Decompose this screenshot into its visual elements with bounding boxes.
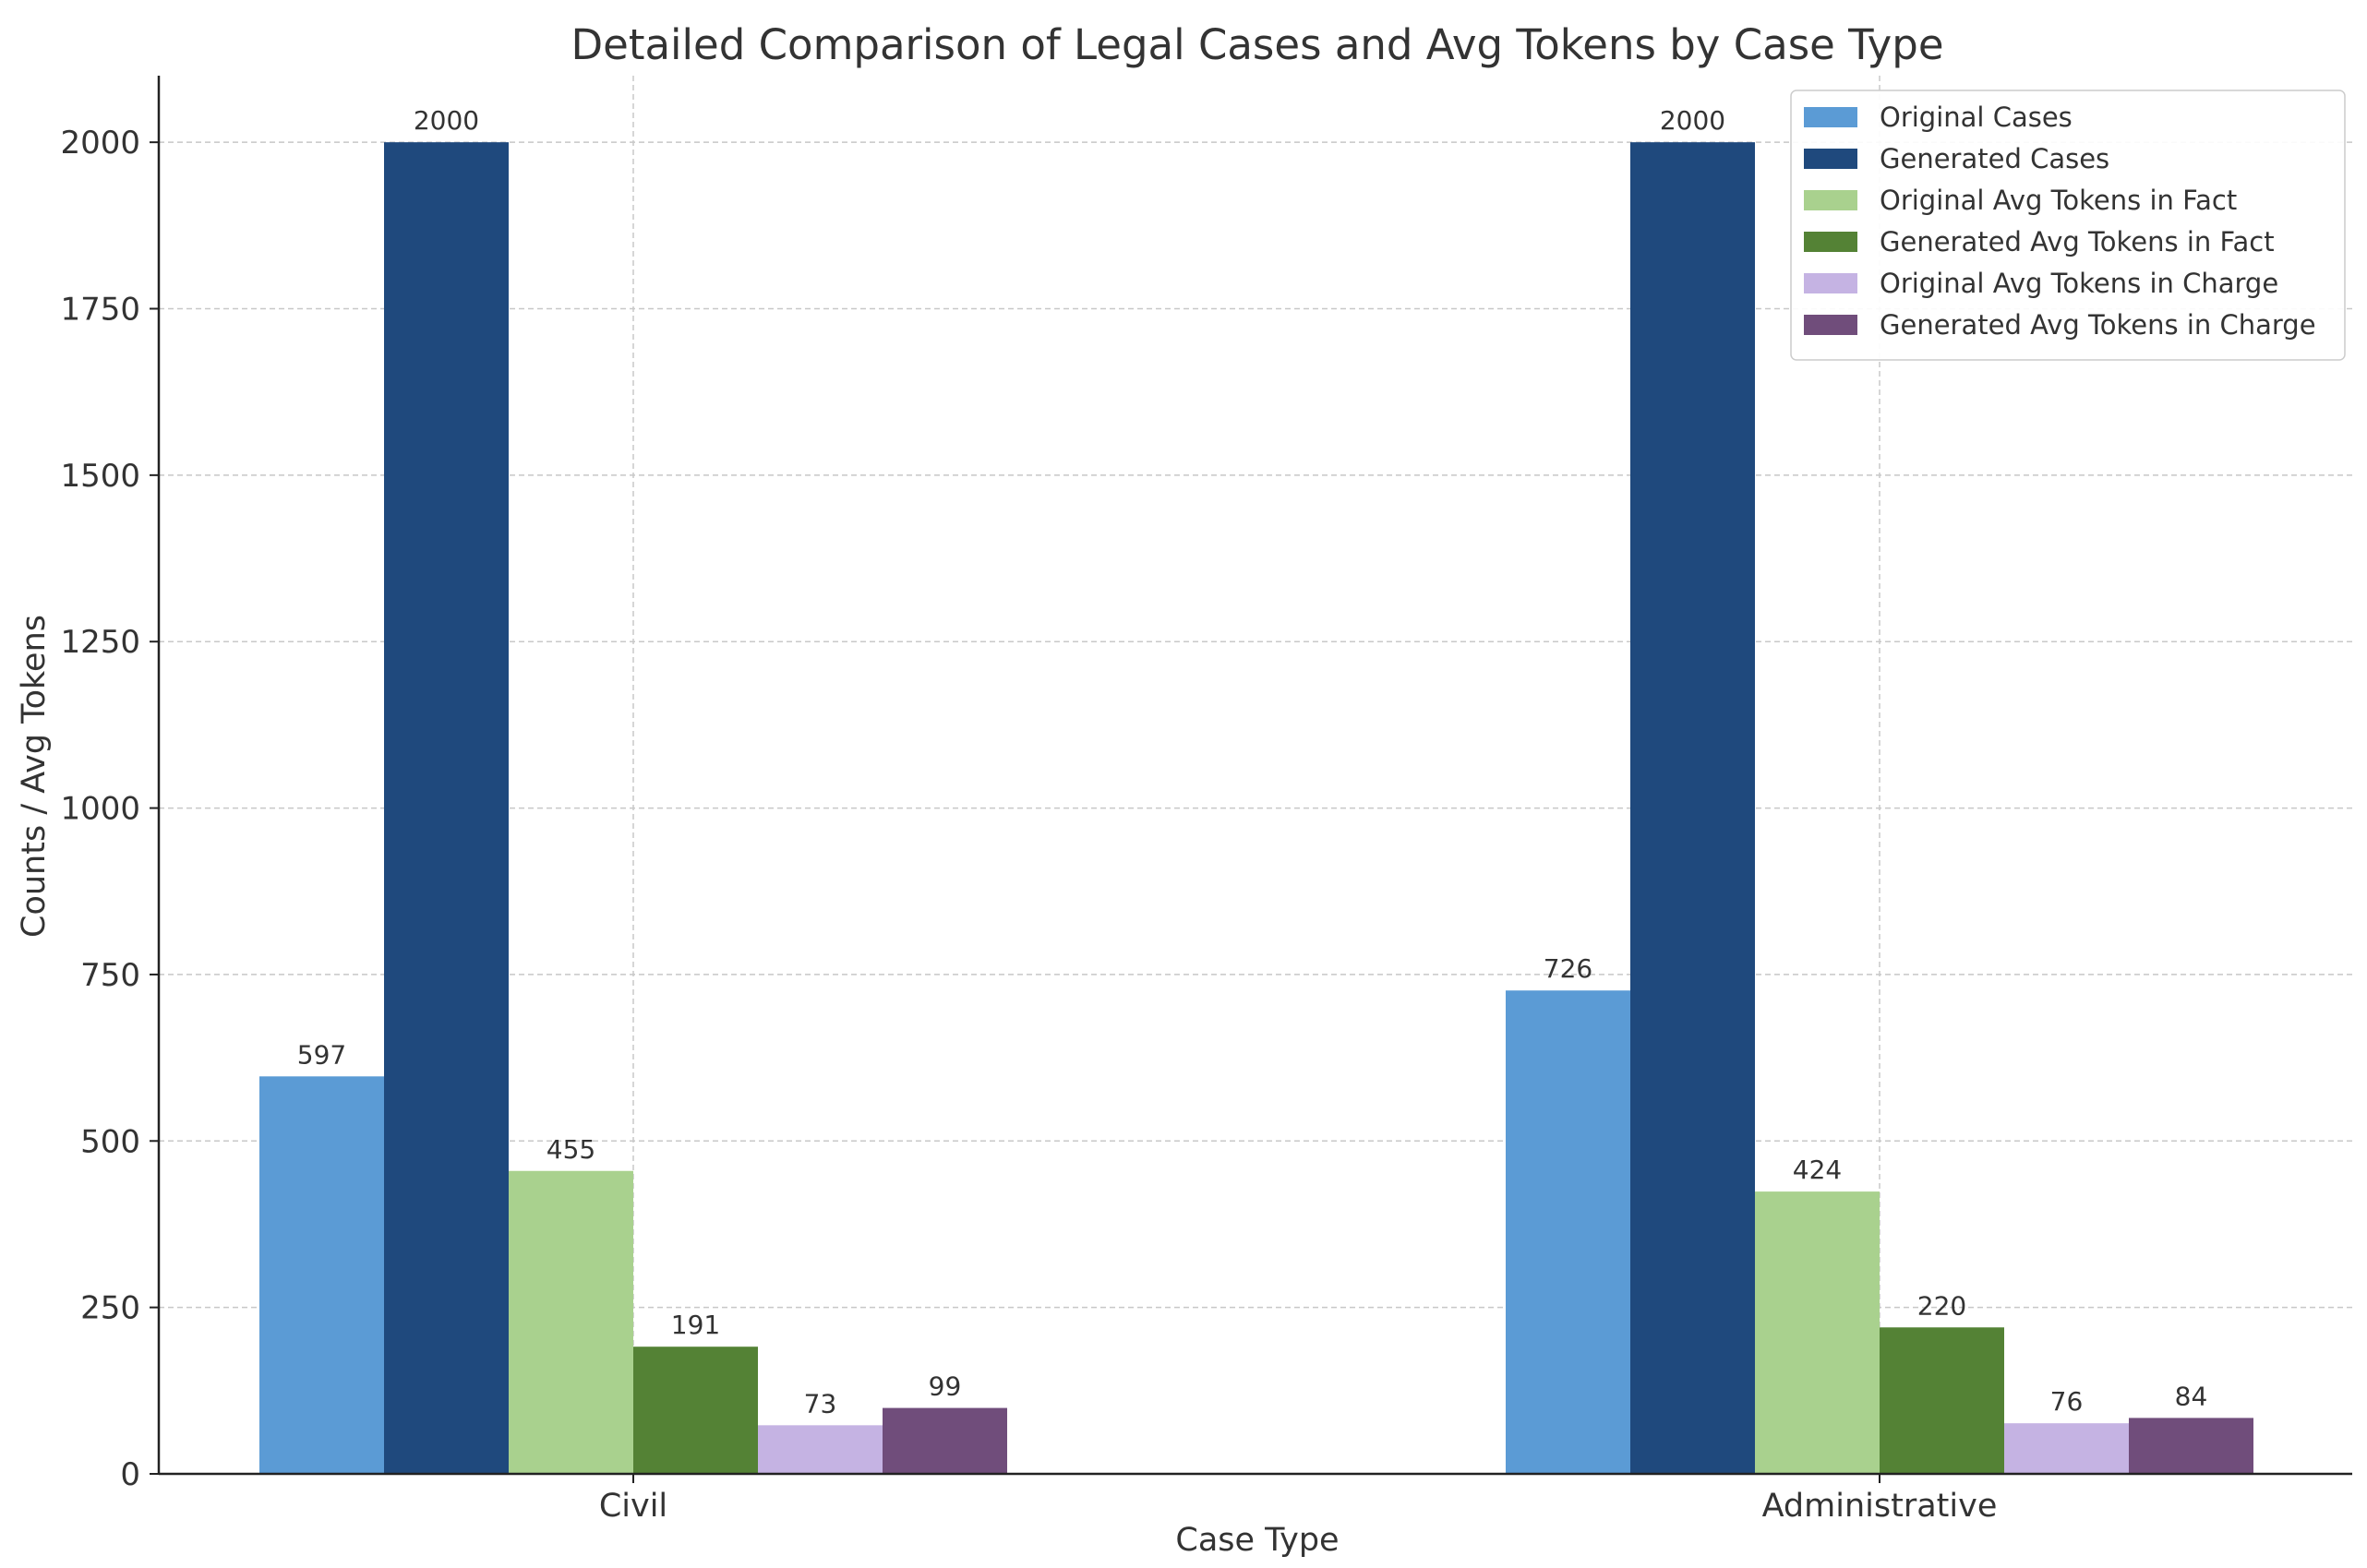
bar-civil-series-3 — [633, 1347, 758, 1474]
bar-value-label: 76 — [2050, 1386, 2084, 1417]
y-tick-label: 1500 — [60, 458, 140, 495]
bar-value-label: 424 — [1793, 1155, 1842, 1185]
legend-swatch — [1804, 315, 1857, 335]
bar-value-label: 2000 — [1660, 105, 1725, 136]
legend-label: Original Cases — [1880, 102, 2073, 133]
legend-swatch — [1804, 273, 1857, 293]
legend-label: Original Avg Tokens in Fact — [1880, 185, 2237, 216]
y-tick-label: 750 — [80, 957, 140, 994]
bar-administrative-series-3 — [1880, 1327, 2004, 1474]
bar-administrative-series-4 — [2004, 1423, 2129, 1474]
bar-value-label: 99 — [929, 1371, 962, 1402]
legend-label: Generated Avg Tokens in Fact — [1880, 226, 2275, 257]
y-tick-label: 1250 — [60, 624, 140, 661]
bar-civil-series-1 — [384, 142, 509, 1475]
bars — [259, 142, 2253, 1475]
x-tick-label-administrative: Administrative — [1762, 1488, 1998, 1525]
y-tick-label: 2000 — [60, 125, 140, 162]
legend-label: Generated Cases — [1880, 143, 2109, 174]
bar-civil-series-2 — [509, 1170, 633, 1474]
bar-civil-series-4 — [758, 1425, 883, 1474]
bar-administrative-series-5 — [2129, 1418, 2253, 1474]
x-axis-title: Case Type — [1175, 1522, 1339, 1559]
legend-label: Generated Avg Tokens in Charge — [1880, 309, 2316, 341]
legend-swatch — [1804, 149, 1857, 169]
y-tick-label: 0 — [120, 1456, 140, 1493]
bar-value-label: 84 — [2175, 1381, 2208, 1411]
legend-swatch — [1804, 190, 1857, 210]
bar-civil-series-5 — [883, 1407, 1007, 1474]
bar-administrative-series-2 — [1755, 1191, 1880, 1474]
y-tick-label: 1750 — [60, 292, 140, 329]
legend: Original Cases Generated Cases Original Av… — [1790, 90, 2346, 361]
bar-value-label: 726 — [1544, 953, 1592, 984]
bar-civil-series-0 — [259, 1076, 384, 1474]
legend-label: Original Avg Tokens in Charge — [1880, 268, 2278, 299]
bar-administrative-series-0 — [1506, 990, 1630, 1474]
bar-administrative-series-1 — [1630, 142, 1755, 1475]
y-tick-label: 1000 — [60, 791, 140, 828]
bar-value-label: 2000 — [414, 105, 479, 136]
legend-box — [1790, 90, 2346, 361]
x-tick-label-civil: Civil — [599, 1488, 667, 1525]
bar-value-label: 220 — [1917, 1290, 1966, 1321]
y-axis-title: Counts / Avg Tokens — [16, 615, 53, 938]
legend-swatch — [1804, 232, 1857, 252]
bar-value-label: 191 — [671, 1310, 720, 1340]
data-labels: 597 726 2000 2000 455 424 191 220 73 76 99 84 — [297, 105, 2208, 1418]
chart-title: Detailed Comparison of Legal Cases and A… — [571, 20, 1944, 69]
legend-swatch — [1804, 107, 1857, 127]
bar-value-label: 455 — [547, 1134, 595, 1165]
axes: 0 250 500 750 1000 1250 1500 1750 2000 Civil Admin… — [60, 76, 2352, 1525]
bar-value-label: 597 — [297, 1039, 346, 1070]
y-tick-label: 500 — [80, 1123, 140, 1160]
bar-value-label: 73 — [804, 1388, 837, 1418]
y-tick-label: 250 — [80, 1290, 140, 1327]
